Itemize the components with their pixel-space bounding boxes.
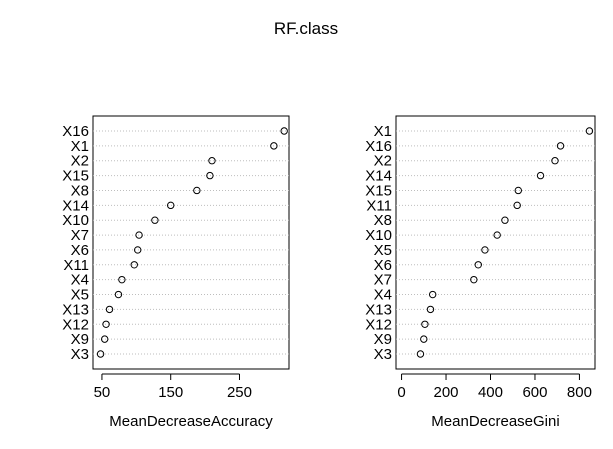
gini-point [416, 350, 425, 358]
gini-category-label: X16 [365, 138, 392, 155]
accuracy-category-label: X1 [71, 138, 89, 155]
accuracy-category-label: X3 [71, 346, 89, 363]
gini-category-label: X13 [365, 301, 392, 318]
gini-category-label: X14 [365, 168, 392, 185]
accuracy-category-label: X14 [62, 197, 89, 214]
gini-x-tick-label: 400 [478, 384, 503, 401]
gini-point [481, 246, 489, 254]
accuracy-category-label: X13 [62, 301, 89, 318]
gini-category-label: X7 [374, 272, 392, 289]
gini-category-label: X1 [374, 123, 392, 140]
gini-point [585, 127, 594, 135]
accuracy-category-label: X2 [71, 153, 89, 170]
accuracy-category-label: X5 [71, 287, 89, 304]
accuracy-category-label: X7 [71, 227, 89, 244]
accuracy-x-tick-label: 250 [227, 384, 252, 401]
gini-x-tick-label: 800 [567, 384, 592, 401]
accuracy-point [206, 171, 214, 180]
accuracy-category-label: X9 [71, 331, 89, 348]
accuracy-category-label: X15 [62, 168, 89, 185]
accuracy-category-label: X12 [62, 316, 89, 333]
gini-point [474, 261, 482, 269]
gini-x-tick-label: 600 [522, 384, 547, 401]
accuracy-point [167, 201, 175, 210]
accuracy-point [151, 216, 159, 224]
accuracy-point [193, 186, 201, 195]
gini-category-label: X12 [365, 316, 392, 333]
gini-point [426, 305, 435, 314]
accuracy-point [208, 157, 216, 165]
gini-point [421, 320, 429, 328]
accuracy-category-label: X6 [71, 242, 89, 259]
gini-category-label: X6 [374, 257, 392, 274]
accuracy-point [130, 261, 138, 269]
gini-plot-frame [395, 115, 596, 370]
accuracy-point [96, 350, 105, 358]
accuracy-plot-frame [92, 115, 290, 370]
gini-point [501, 216, 509, 224]
accuracy-point [114, 290, 123, 299]
accuracy-category-label: X4 [71, 272, 89, 289]
accuracy-x-axis-title: MeanDecreaseAccuracy [109, 413, 273, 430]
gini-point [420, 335, 428, 343]
gini-point [428, 290, 437, 299]
accuracy-point [280, 127, 288, 135]
accuracy-category-label: X11 [63, 257, 89, 274]
accuracy-point [135, 231, 143, 239]
gini-category-label: X5 [374, 242, 392, 259]
gini-x-tick-label: 0 [397, 384, 405, 401]
gini-point [493, 231, 501, 239]
gini-category-label: X15 [365, 182, 392, 199]
figure-title: RF.class [274, 19, 338, 38]
gini-category-label: X3 [374, 346, 392, 363]
accuracy-x-tick-label: 50 [94, 384, 111, 401]
accuracy-point [134, 246, 142, 254]
accuracy-category-label: X16 [62, 123, 89, 140]
gini-point [556, 142, 565, 150]
gini-point [536, 171, 545, 180]
gini-category-label: X10 [365, 227, 392, 244]
accuracy-point [118, 275, 126, 284]
accuracy-category-label: X8 [71, 182, 89, 199]
accuracy-point [102, 320, 110, 328]
accuracy-x-tick-label: 150 [158, 384, 183, 401]
gini-category-label: X9 [374, 331, 392, 348]
gini-point [470, 275, 478, 284]
gini-category-label: X8 [374, 212, 392, 229]
accuracy-point [270, 142, 278, 150]
gini-point [514, 186, 522, 195]
gini-category-label: X4 [374, 287, 392, 304]
accuracy-point [100, 335, 109, 343]
gini-category-label: X11 [366, 197, 392, 214]
accuracy-point [105, 305, 114, 314]
gini-x-tick-label: 200 [434, 384, 459, 401]
gini-point [513, 201, 521, 210]
accuracy-category-label: X10 [62, 212, 89, 229]
gini-category-label: X2 [374, 153, 392, 170]
gini-point [551, 157, 559, 165]
gini-x-axis-title: MeanDecreaseGini [431, 413, 559, 430]
